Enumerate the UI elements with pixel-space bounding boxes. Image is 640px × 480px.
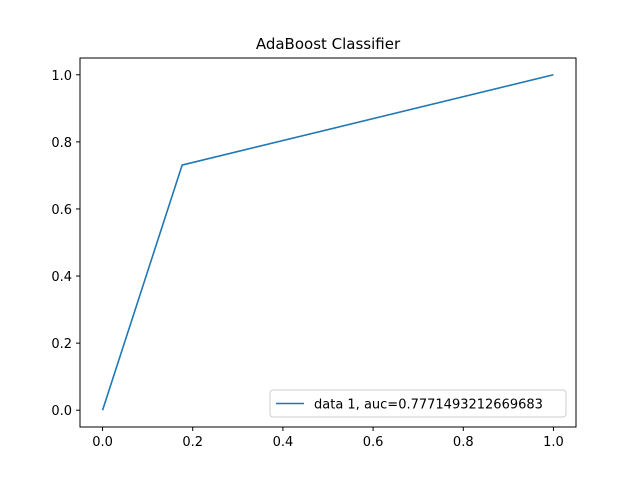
y-tick-label: 0.6 (51, 203, 72, 218)
plot-area: 0.0 0.2 0.4 0.6 0.8 1.0 0.0 0.2 0.4 0.6 0.8 1.0 (51, 69, 563, 450)
chart-title: AdaBoost Classifier (256, 35, 401, 53)
legend: data 1, auc=0.7771493212669683 (269, 389, 567, 418)
y-tick-label: 0.8 (51, 136, 72, 151)
x-tick-label: 0.8 (453, 435, 474, 450)
x-tick-label: 0.2 (182, 435, 203, 450)
legend-box (269, 389, 567, 418)
series-line-data-1 (101, 73, 554, 411)
y-tick-label: 0.4 (51, 270, 72, 285)
x-tick-label: 0.0 (92, 435, 113, 450)
y-tick-label: 0.2 (51, 337, 72, 352)
y-tick-label: 1.0 (51, 69, 72, 84)
y-tick-label: 0.0 (51, 404, 72, 419)
x-tick-label: 0.6 (363, 435, 384, 450)
x-tick-label: 1.0 (543, 435, 564, 450)
axes-frame (79, 57, 577, 428)
x-tick-label: 0.4 (273, 435, 294, 450)
legend-label: data 1, auc=0.7771493212669683 (314, 398, 543, 413)
